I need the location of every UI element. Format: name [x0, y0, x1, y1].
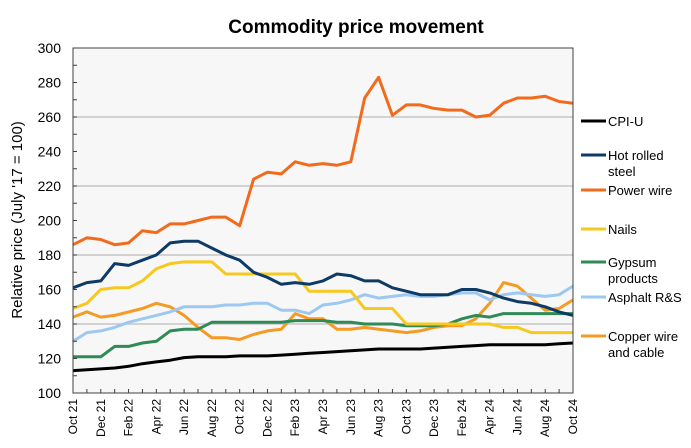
series-line-asphalt-r-s: [72, 284, 574, 343]
legend-label: Nails: [608, 222, 637, 237]
y-tick-label: 180: [38, 247, 62, 263]
x-tick-label: Oct 24: [566, 399, 580, 435]
x-tick-label: Jun 24: [510, 399, 524, 435]
x-tick-label: Apr 24: [483, 399, 497, 435]
y-tick-label: 160: [38, 282, 62, 298]
series-line-gypsum-products: [73, 312, 573, 359]
legend-label: Gypsum: [608, 255, 656, 270]
x-tick-label: Feb 22: [122, 399, 136, 437]
x-tick-label: Dec 23: [427, 399, 441, 437]
legend-item: Nails: [581, 222, 637, 237]
series-line-power-wire: [72, 75, 574, 247]
x-tick-label: Apr 22: [149, 399, 163, 435]
y-tick-label: 120: [38, 351, 62, 367]
series-line-copper-wire-and-cable: [72, 281, 574, 341]
series-line-cpi-u: [72, 341, 574, 373]
legend-label: CPI-U: [608, 114, 643, 129]
y-tick-label: 260: [38, 109, 62, 125]
x-tick-label: Apr 23: [316, 399, 330, 435]
legend-label-line2: products: [608, 271, 658, 286]
y-tick-label: 140: [38, 316, 62, 332]
y-tick-label: 200: [38, 213, 62, 229]
y-axis-label: Relative price (July '17 = 100): [9, 121, 26, 319]
chart-title: Commodity price movement: [228, 17, 484, 38]
x-tick-label: Aug 24: [538, 399, 552, 437]
legend-item: Power wire: [581, 183, 672, 198]
x-tick-label: Jun 23: [344, 399, 358, 435]
x-tick-label: Oct 21: [66, 399, 80, 435]
legend-label-line2: steel: [608, 164, 636, 179]
series-lines: [72, 75, 574, 373]
x-tick-label: Feb 23: [288, 399, 302, 437]
x-tick-label: Jun 22: [177, 399, 191, 435]
series-line-hot-rolled-steel: [72, 239, 574, 317]
x-tick-label: Aug 22: [205, 399, 219, 437]
legend-item: Asphalt R&S: [581, 290, 682, 305]
y-tick-label: 300: [38, 40, 62, 56]
legend-label: Asphalt R&S: [608, 290, 682, 305]
y-tick-label: 240: [38, 144, 62, 160]
legend-label: Copper wire: [608, 329, 678, 344]
y-axis: 100 120 140 160 180 200 220 240 260 280 300: [38, 40, 77, 401]
x-tick-label: Feb 24: [455, 399, 469, 437]
legend-label-line2: and cable: [608, 345, 664, 360]
series-line-nails: [72, 260, 573, 335]
x-axis: Oct 21 Dec 21 Feb 22 Apr 22 Jun 22 Aug 22 Oct …: [66, 389, 580, 437]
legend-item: CPI-U: [581, 114, 643, 129]
x-tick-label: Dec 22: [260, 399, 274, 437]
plot-area: [73, 48, 573, 393]
y-tick-label: 280: [38, 75, 62, 91]
x-tick-label: Oct 22: [233, 399, 247, 435]
legend-label: Hot rolled: [608, 148, 664, 163]
legend-label: Power wire: [608, 183, 672, 198]
y-tick-label: 220: [38, 178, 62, 194]
x-tick-label: Oct 23: [399, 399, 413, 435]
y-tick-label: 100: [38, 385, 62, 401]
x-tick-label: Dec 21: [94, 399, 108, 437]
x-tick-label: Aug 23: [372, 399, 386, 437]
